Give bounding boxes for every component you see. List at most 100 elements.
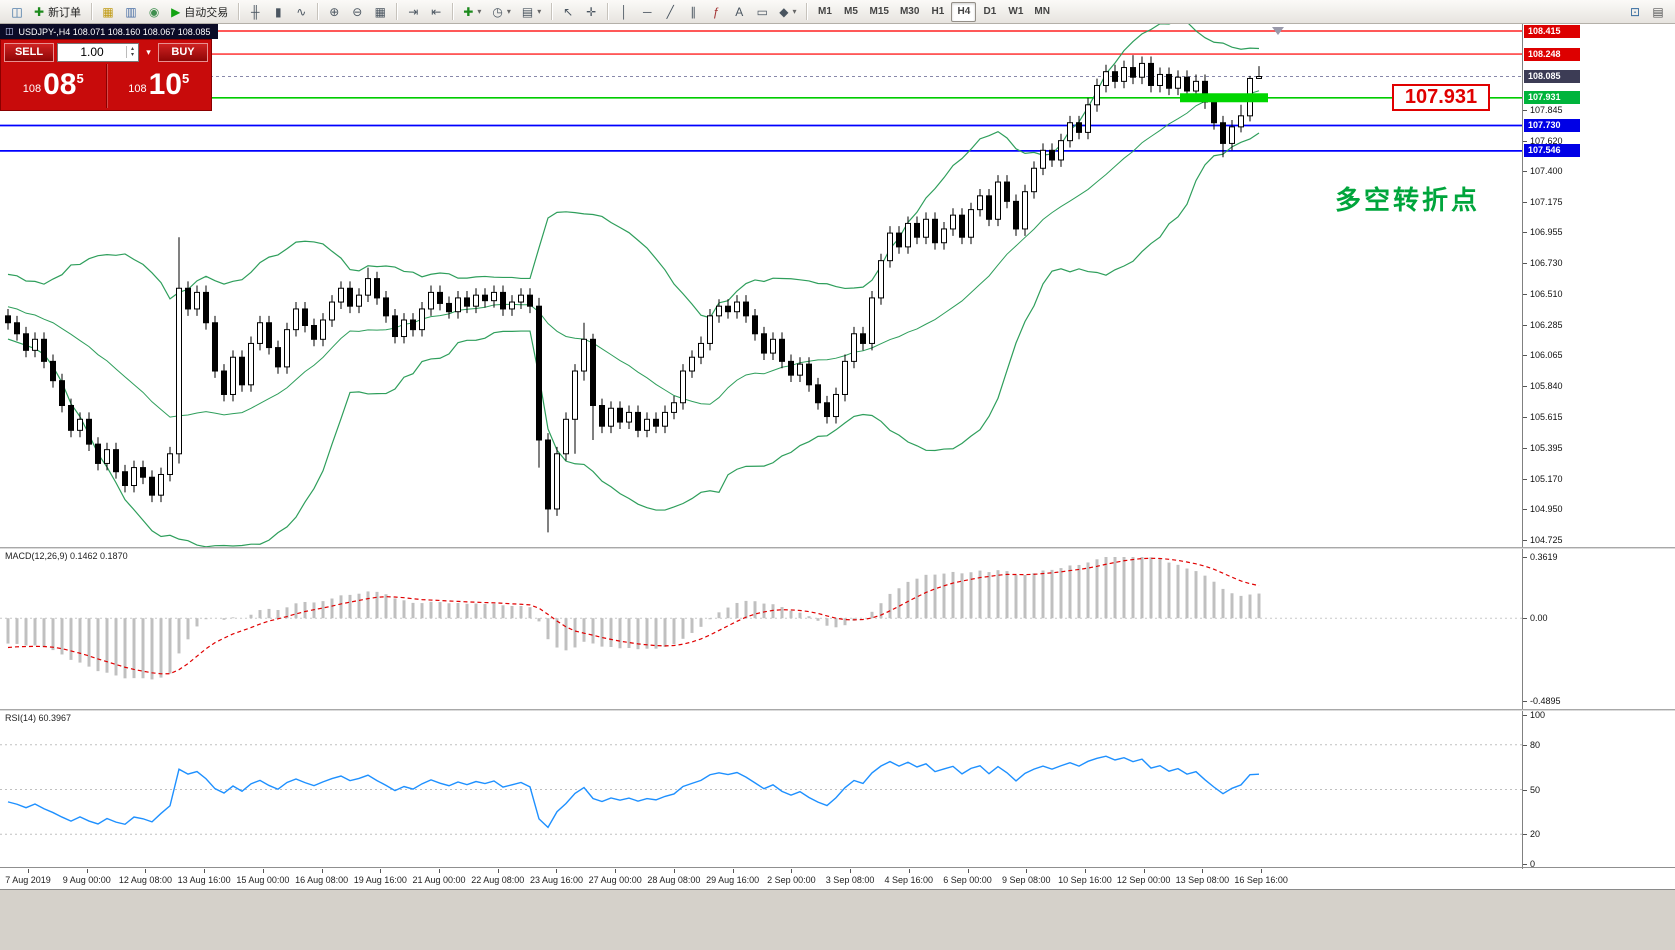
crosshair-button-icon: ✛ [586,4,597,19]
axis-tick [732,869,734,873]
zoom-out-button[interactable]: ⊖ [346,2,368,22]
auto-scroll-button[interactable]: ⇥ [402,2,424,22]
new-chart-button[interactable]: ◫ [6,2,28,22]
axis-tick [1143,869,1145,873]
macd-axis-label: -0.4895 [1530,696,1561,706]
data-window-button[interactable]: ▥ [120,2,142,22]
chart-title-strip: ◫ USDJPY-,H4 108.071 108.160 108.067 108… [0,24,219,39]
price-axis-label: 107.620 [1530,135,1563,146]
axis-tick [380,869,382,873]
time-axis-label: 7 Aug 2019 [5,875,51,885]
autotrading-button[interactable]: ▶ 自动交易 [166,2,233,22]
candlestick-chart-button[interactable]: ▮ [267,2,289,22]
macd-indicator-panel[interactable] [0,549,1522,709]
chart-shift-marker[interactable] [1272,27,1284,35]
time-axis[interactable]: 7 Aug 2019 9 Aug 00:00 12 Aug 08:00 13 Aug … [0,869,1675,889]
axis-tick [1523,232,1527,234]
axis-tick [1523,293,1527,295]
price-callout[interactable]: 107.931 [1392,84,1490,111]
axis-tick [1523,618,1527,620]
auto-scroll-button-icon: ⇥ [408,4,419,19]
turning-point-annotation[interactable]: 多空转折点 [1335,185,1481,215]
sell-price[interactable]: 108 08 5 [1,64,106,108]
new-order-button[interactable]: ✚ 新订单 [29,2,86,22]
volume-field[interactable]: 1.00 ▴ ▾ [57,42,139,62]
time-axis-label: 16 Sep 16:00 [1234,875,1288,885]
timeframe-m5-button[interactable]: M5 [844,6,858,17]
templates-button[interactable]: ▤ ▾ [517,2,546,22]
main-price-chart[interactable] [0,24,1522,547]
text-label-button[interactable]: ▭ [751,2,773,22]
price-axis-label: 106.065 [1530,350,1563,361]
grid-button[interactable]: ▦ [369,2,391,22]
horizontal-line-button[interactable]: ─ [636,2,658,22]
key-level-highlight[interactable] [1180,93,1268,103]
navigator-button[interactable]: ◉ [143,2,165,22]
timeframe-m30-button[interactable]: M30 [899,6,920,17]
timeframe-d1-button[interactable]: D1 [983,6,997,17]
periods-button[interactable]: ◷ ▾ [487,2,516,22]
market-watch-button[interactable]: ▦ [97,2,119,22]
rsi-indicator-panel[interactable] [0,711,1522,868]
chart-shift-button[interactable]: ⇤ [425,2,447,22]
new-order-button-icon: ✚ [34,4,45,19]
toolbar-separator [238,3,240,20]
timeframe-m1-button[interactable]: M1 [818,6,832,17]
fullscreen-button[interactable]: ⊡ [1624,2,1646,22]
axis-tick [1523,109,1527,111]
price-axis[interactable]: 107.845 107.620 107.400 107.175 106.955 106.7… [1522,24,1675,889]
trendline-button[interactable]: ╱ [659,2,681,22]
data-window-button-icon: ▥ [125,4,137,19]
timeframe-w1-button[interactable]: W1 [1008,6,1024,17]
chart-symbol-icon: ◫ [5,26,14,36]
price-axis-badge: 107.546 [1524,144,1580,158]
shapes-button[interactable]: ◆ ▾ [774,2,801,22]
buy-price[interactable]: 108 10 5 [107,64,212,108]
timeframe-group: M1 M5 M15 M30 H1 H4 D1 W1 MN [810,1,1056,22]
axis-tick [1523,202,1527,204]
time-axis-label: 19 Aug 16:00 [353,875,407,885]
vertical-line-button[interactable]: │ [613,2,635,22]
navigator-button-icon: ◉ [148,4,160,19]
panel-divider[interactable] [0,709,1675,711]
timeframe-h1-button[interactable]: H1 [931,6,945,17]
fullscreen-button-icon: ⊡ [1629,4,1641,19]
axis-tick [145,869,147,873]
price-divider [105,64,107,108]
indicators-button[interactable]: ✚ ▾ [458,2,486,22]
line-chart-button[interactable]: ∿ [290,2,312,22]
price-axis-badge: 108.248 [1524,47,1580,61]
text-button[interactable]: A [728,2,750,22]
panel-divider[interactable] [0,547,1675,549]
draw-group: │ ─ ╱ ∥ ƒ A ▭ ◆ ▾ [611,2,803,22]
volume-dropdown-button[interactable]: ▾ [146,46,151,57]
sell-price-pip: 5 [76,71,84,86]
sell-button[interactable]: SELL [4,42,54,62]
volume-increase-button[interactable]: ▴ [130,46,134,52]
panel-divider [0,867,1675,868]
channel-button[interactable]: ∥ [682,2,704,22]
toolbar-separator [607,3,609,20]
bar-chart-button[interactable]: ╫ [244,2,266,22]
timeframe-mn-button[interactable]: MN [1034,6,1050,17]
crosshair-button[interactable]: ✛ [580,2,602,22]
one-click-trading-panel: SELL 1.00 ▴ ▾ ▾ BUY 108 08 5 108 10 5 [0,39,212,111]
time-axis-label: 23 Aug 16:00 [529,875,583,885]
fibonacci-button[interactable]: ƒ [705,2,727,22]
timeframe-h4-button[interactable]: H4 [951,1,977,22]
line-chart-button-icon: ∿ [296,4,307,19]
buy-button[interactable]: BUY [158,42,208,62]
trendline-button-icon: ╱ [666,4,674,19]
time-axis-label: 3 Sep 08:00 [825,875,875,885]
time-axis-label: 10 Sep 16:00 [1058,875,1112,885]
cursor-button[interactable]: ↖ [557,2,579,22]
print-button[interactable]: ▤ [1647,2,1669,22]
axis-tick [204,869,206,873]
axis-tick [908,869,910,873]
zoom-in-button[interactable]: ⊕ [323,2,345,22]
axis-tick [28,869,29,873]
volume-decrease-button[interactable]: ▾ [130,52,134,58]
timeframe-m15-button[interactable]: M15 [869,6,889,17]
time-axis-label: 22 Aug 08:00 [471,875,525,885]
chart-window[interactable]: 107.845 107.620 107.400 107.175 106.955 106.7… [0,24,1675,950]
